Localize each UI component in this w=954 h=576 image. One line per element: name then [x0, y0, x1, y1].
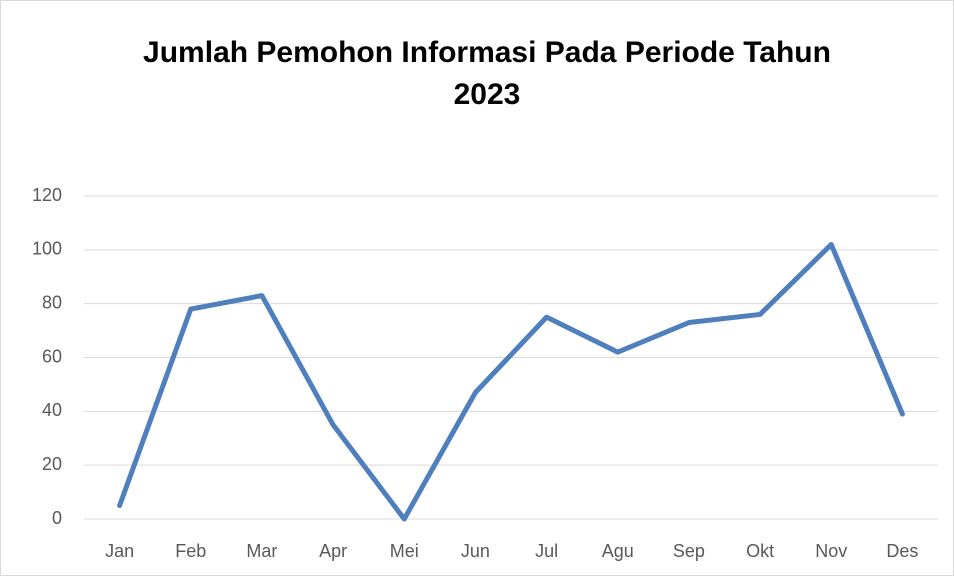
x-tick-label: Agu	[602, 541, 634, 561]
y-tick-label: 40	[42, 400, 62, 420]
x-tick-label: Des	[886, 541, 918, 561]
y-tick-label: 20	[42, 454, 62, 474]
x-tick-label: Nov	[815, 541, 847, 561]
y-tick-label: 60	[42, 346, 62, 366]
x-tick-label: Okt	[746, 541, 774, 561]
y-tick-label: 120	[32, 185, 62, 205]
chart-title: Jumlah Pemohon Informasi Pada Periode Ta…	[143, 36, 831, 111]
x-tick-label: Jun	[461, 541, 490, 561]
y-tick-label: 100	[32, 239, 62, 259]
y-tick-label: 80	[42, 292, 62, 312]
x-tick-label: Mar	[246, 541, 277, 561]
x-tick-label: Apr	[319, 541, 347, 561]
line-series	[117, 241, 905, 522]
y-tick-label: 0	[52, 508, 62, 528]
x-tick-label: Feb	[175, 541, 206, 561]
x-tick-label: Sep	[673, 541, 705, 561]
x-tick-label: Jul	[535, 541, 558, 561]
x-tick-label: Mei	[390, 541, 419, 561]
x-tick-label: Jan	[105, 541, 134, 561]
